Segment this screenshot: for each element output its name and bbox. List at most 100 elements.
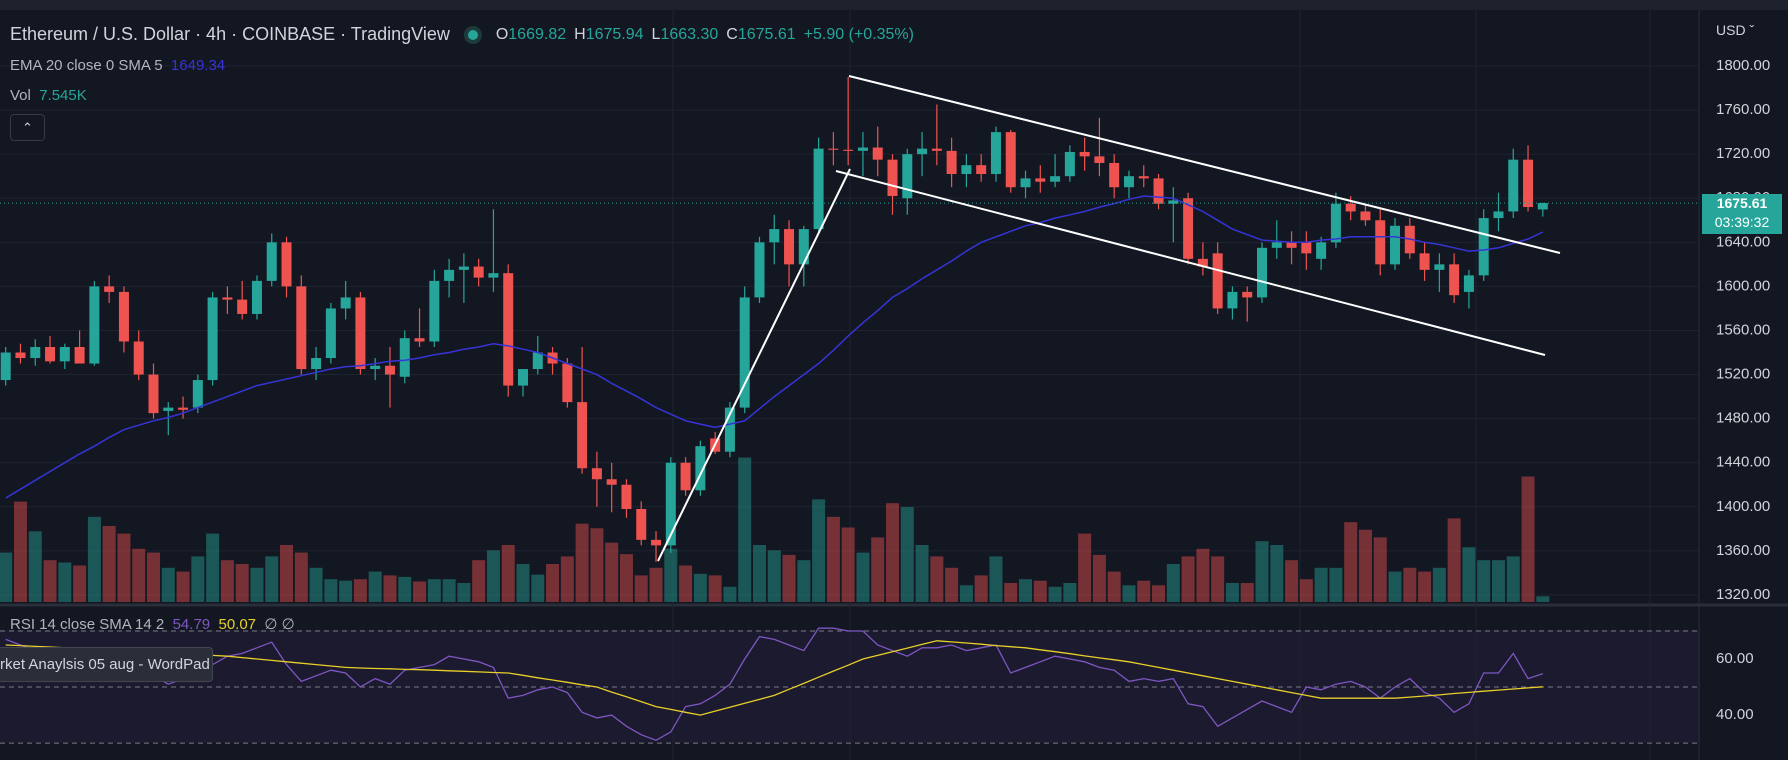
candle-body xyxy=(1242,291,1253,298)
candle-body xyxy=(30,347,41,359)
volume-bar xyxy=(649,567,663,602)
volume-bar xyxy=(117,533,131,602)
volume-bar xyxy=(605,542,619,602)
volume-bar xyxy=(102,525,116,602)
volume-bar xyxy=(1225,582,1239,602)
volume-bar xyxy=(1092,554,1106,602)
volume-bar xyxy=(1063,582,1077,602)
volume-bar xyxy=(945,567,959,602)
candle-body xyxy=(399,338,410,377)
candle-body xyxy=(1197,258,1208,267)
candle-body xyxy=(1005,132,1016,188)
last-price: 1675.61 xyxy=(1716,195,1768,211)
candle-body xyxy=(163,407,174,411)
candle-body xyxy=(488,273,499,278)
ohlc-key: L xyxy=(651,25,661,43)
volume-bar xyxy=(457,582,471,602)
currency-button[interactable]: USD ˇ xyxy=(1716,22,1755,38)
volume-bar xyxy=(1107,571,1121,602)
volume-bar xyxy=(886,503,899,602)
ohlc-value: 1675.61 xyxy=(737,25,796,43)
candle-body xyxy=(1153,178,1164,204)
trend-line xyxy=(835,170,1546,356)
volume-bar xyxy=(0,552,13,602)
y-tick-label: 1400.00 xyxy=(1716,498,1770,515)
candle-body xyxy=(1183,198,1194,259)
trend-lines xyxy=(657,75,1561,562)
y-tick-label: 1640.00 xyxy=(1716,233,1770,250)
candle-body xyxy=(931,148,942,151)
header: Ethereum / U.S. Dollar · 4h · COINBASE ·… xyxy=(10,24,914,45)
volume-bar xyxy=(575,523,589,602)
candle-body xyxy=(414,338,425,342)
volume-bar xyxy=(486,550,500,602)
volume-bar xyxy=(930,556,944,602)
ohlc-value: 1669.82 xyxy=(508,25,567,43)
candle-body xyxy=(665,462,676,546)
volume-bar xyxy=(1344,522,1358,602)
volume-bar xyxy=(1373,537,1387,602)
volume-bar xyxy=(516,563,530,602)
volume-bar xyxy=(767,550,781,602)
rsi-sma-line xyxy=(5,640,1543,716)
volume-bar xyxy=(723,586,737,602)
volume-bar xyxy=(679,565,693,602)
candle-body xyxy=(1449,264,1460,296)
volume-bar xyxy=(915,544,929,602)
candle-body xyxy=(680,462,691,491)
candle-body xyxy=(518,369,528,386)
volume-bar xyxy=(250,567,264,602)
candle-body xyxy=(1286,242,1297,248)
candle-body xyxy=(340,297,351,309)
volume-bar xyxy=(1270,544,1284,602)
candle-body xyxy=(251,280,262,314)
volume-bar xyxy=(1181,556,1195,602)
volume-bar xyxy=(782,554,796,602)
volume-bar xyxy=(1078,533,1092,602)
volume-bar xyxy=(1447,518,1461,602)
volume-bar xyxy=(132,548,146,602)
y-tick-label: 1560.00 xyxy=(1716,321,1770,338)
volume-bar xyxy=(368,571,382,602)
candle-body xyxy=(1330,203,1341,243)
volume-bar xyxy=(1477,560,1491,602)
volume-bar xyxy=(13,501,27,602)
candle-body xyxy=(990,132,1001,174)
candle-body xyxy=(902,154,913,199)
candle-body xyxy=(1257,247,1267,298)
candle-body xyxy=(1478,218,1489,276)
volume-bar xyxy=(339,580,353,602)
rsi-line xyxy=(5,627,1544,742)
candle-body xyxy=(798,229,809,265)
candle-body xyxy=(370,365,381,370)
candle-body xyxy=(961,165,972,174)
candle-body xyxy=(1227,291,1238,309)
volume-bar xyxy=(324,579,338,602)
candle-body xyxy=(577,402,588,469)
rsi-extra: ∅ ∅ xyxy=(264,616,295,633)
volume-bar xyxy=(1299,579,1313,602)
candle-body xyxy=(813,148,824,230)
candle-body xyxy=(311,358,322,370)
candle-body xyxy=(917,148,928,155)
volume-bar xyxy=(191,556,205,602)
candle-body xyxy=(1493,211,1504,219)
volume-bar xyxy=(472,560,486,602)
volume-bar xyxy=(161,567,175,602)
candle-body xyxy=(1434,264,1445,270)
candle-body xyxy=(591,468,602,480)
volume-bar xyxy=(546,563,560,602)
trend-line xyxy=(657,168,851,562)
collapse-button[interactable]: ⌃ xyxy=(10,114,45,141)
candle-body xyxy=(266,242,277,281)
candle-body xyxy=(148,374,159,414)
candle-body xyxy=(207,297,218,381)
y-tick-label: 1480.00 xyxy=(1716,410,1770,427)
volume-bar xyxy=(1403,567,1417,602)
candle-body xyxy=(1375,220,1386,265)
candle-body xyxy=(1094,156,1105,163)
countdown: 03:39:32 xyxy=(1714,214,1770,230)
candle-body xyxy=(281,242,292,287)
candle-body xyxy=(503,273,514,386)
candle-body xyxy=(651,539,662,546)
